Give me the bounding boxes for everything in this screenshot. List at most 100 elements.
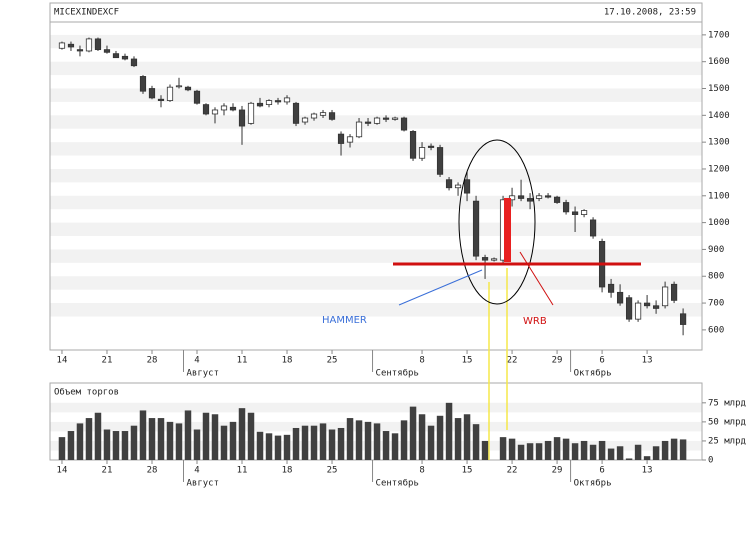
candle-body [679,313,687,325]
wrb-pointer [519,251,554,306]
candle-body [445,179,453,189]
y-tick-label: 1700 [708,30,730,40]
volume-bar [184,410,192,460]
volume-bar [400,420,408,460]
x-tick-label: 15 [462,466,473,476]
x-tick-label: 6 [599,466,604,476]
x-tick-label: 28 [147,356,158,366]
volume-bar [202,412,210,460]
candle-body [67,43,75,48]
volume-bar [625,458,633,460]
x-tick-label: 18 [282,356,293,366]
volume-bar [409,406,417,460]
candle-body [454,184,462,189]
volume-bar [571,443,579,460]
x-tick-label: 8 [419,466,424,476]
x-tick-label: 14 [57,356,68,366]
candle-body [409,131,417,159]
candle-body [463,179,471,194]
candle-body [544,195,552,198]
x-tick-label: 29 [552,356,563,366]
y-tick-label: 700 [708,299,724,309]
candle-body [301,117,309,123]
candle-body [130,58,138,67]
month-label: Сентябрь [376,478,419,489]
x-tick-label: 25 [327,356,338,366]
volume-bar [481,440,489,460]
y-tick-label: 1000 [708,218,730,228]
candle-body [562,202,570,213]
candle-body [355,121,363,138]
volume-bar [472,424,480,460]
volume-bar [301,425,309,460]
y-tick-label: 900 [708,245,724,255]
y-tick-label: 50 млрд [708,417,746,427]
candle-body [256,102,264,107]
y-tick-label: 800 [708,272,724,282]
volume-bar [634,444,642,460]
volume-bar [220,425,228,460]
volume-bar [553,437,561,460]
hammer-pointer [398,269,483,306]
chart-title: MICEXINDEXCF [54,8,119,18]
candle-body [328,112,336,120]
volume-title: Объем торгов [54,387,119,398]
candle-body [211,109,219,115]
volume-bar [85,418,93,460]
month-label: Август [186,369,219,379]
volume-bar [265,433,273,460]
x-tick-label: 11 [237,356,248,366]
candle-body [193,90,201,104]
stripe [50,303,702,317]
candle-body [229,106,237,111]
stripe [50,402,702,413]
candle-body [526,198,534,202]
y-tick-label: 1400 [708,111,730,121]
volume-bar [508,438,516,460]
volume-bar [319,423,327,460]
volume-bar [130,425,138,460]
volume-bar [274,435,282,460]
volume-bar [445,402,453,460]
volume-bar [292,427,300,460]
candle-body [238,109,246,127]
candle-body [553,196,561,203]
volume-bar [373,423,381,460]
candle-body [634,302,642,320]
volume-bar [589,444,597,460]
x-tick-label: 21 [102,356,113,366]
candle-body [382,117,390,120]
candle-body [589,219,597,237]
candle-body [112,53,120,59]
volume-bar [139,410,147,460]
x-tick-label: 29 [552,466,563,476]
stripe [50,168,702,183]
candle-body [175,85,183,88]
volume-bar [166,421,174,460]
x-tick-label: 28 [147,466,158,476]
volume-bar [283,434,291,460]
y-tick-label: 75 млрд [708,398,746,408]
y-tick-label: 1300 [708,138,730,148]
volume-bar [157,418,165,460]
candle-body [220,105,228,111]
candle-body [391,117,399,120]
candle-body [319,112,327,116]
candle-body [265,100,273,106]
volume-bar [76,423,84,460]
volume-bar [67,431,75,460]
y-tick-label: 600 [708,325,724,335]
y-tick-label: 1600 [708,57,730,67]
volume-bar [544,440,552,460]
volume-bar [121,431,129,460]
month-label: Октябрь [574,368,612,379]
stripe [50,249,702,263]
candle-body [58,42,66,49]
volume-bar [436,415,444,460]
stripe [50,88,702,102]
candle-body [436,147,444,175]
candle-body [103,49,111,53]
candle-body [283,97,291,103]
y-tick-label: 1500 [708,84,730,94]
